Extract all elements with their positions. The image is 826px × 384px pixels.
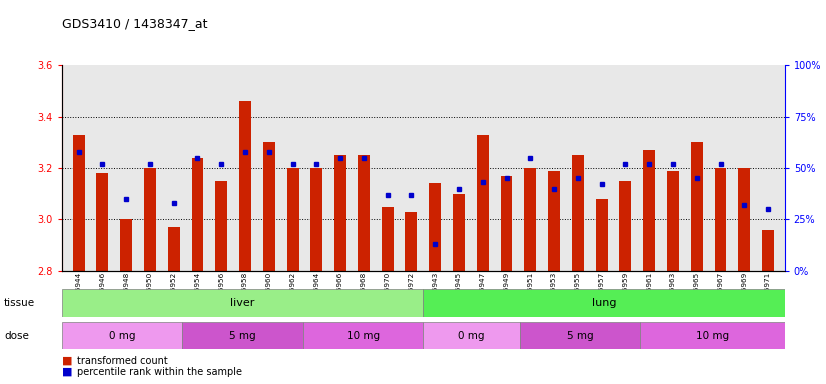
Text: liver: liver [230,298,255,308]
Text: 10 mg: 10 mg [695,331,729,341]
Text: tissue: tissue [4,298,36,308]
Bar [762,230,774,271]
Text: percentile rank within the sample: percentile rank within the sample [77,367,242,377]
Bar [183,322,303,349]
Bar [667,170,679,271]
Bar [121,219,132,271]
Bar [303,322,423,349]
Bar [423,322,520,349]
Text: lung: lung [591,298,616,308]
Text: 10 mg: 10 mg [347,331,380,341]
Bar [501,176,512,271]
Bar [62,289,423,317]
Bar [62,322,183,349]
Bar [144,168,156,271]
Bar [382,207,394,271]
Bar [73,135,84,271]
Text: ■: ■ [62,356,73,366]
Bar [335,155,346,271]
Bar [287,168,298,271]
Text: 0 mg: 0 mg [109,331,135,341]
Bar [358,155,370,271]
Bar [596,199,608,271]
Text: GDS3410 / 1438347_at: GDS3410 / 1438347_at [62,17,207,30]
Bar [572,155,584,271]
Bar [453,194,465,271]
Bar [430,184,441,271]
Text: 0 mg: 0 mg [458,331,485,341]
Bar [406,212,417,271]
Bar [548,170,560,271]
Bar [738,168,750,271]
Bar [168,227,179,271]
Text: transformed count: transformed count [77,356,168,366]
Bar [643,150,655,271]
Bar [97,173,108,271]
Bar [477,135,489,271]
Text: 5 mg: 5 mg [567,331,593,341]
Text: ■: ■ [62,367,73,377]
Bar [263,142,275,271]
Bar [520,322,640,349]
Bar [620,181,631,271]
Bar [525,168,536,271]
Bar [714,168,726,271]
Bar [239,101,251,271]
Bar [423,289,785,317]
Bar [216,181,227,271]
Bar [691,142,703,271]
Bar [640,322,785,349]
Text: dose: dose [4,331,29,341]
Bar [192,158,203,271]
Text: 5 mg: 5 mg [230,331,256,341]
Bar [311,168,322,271]
